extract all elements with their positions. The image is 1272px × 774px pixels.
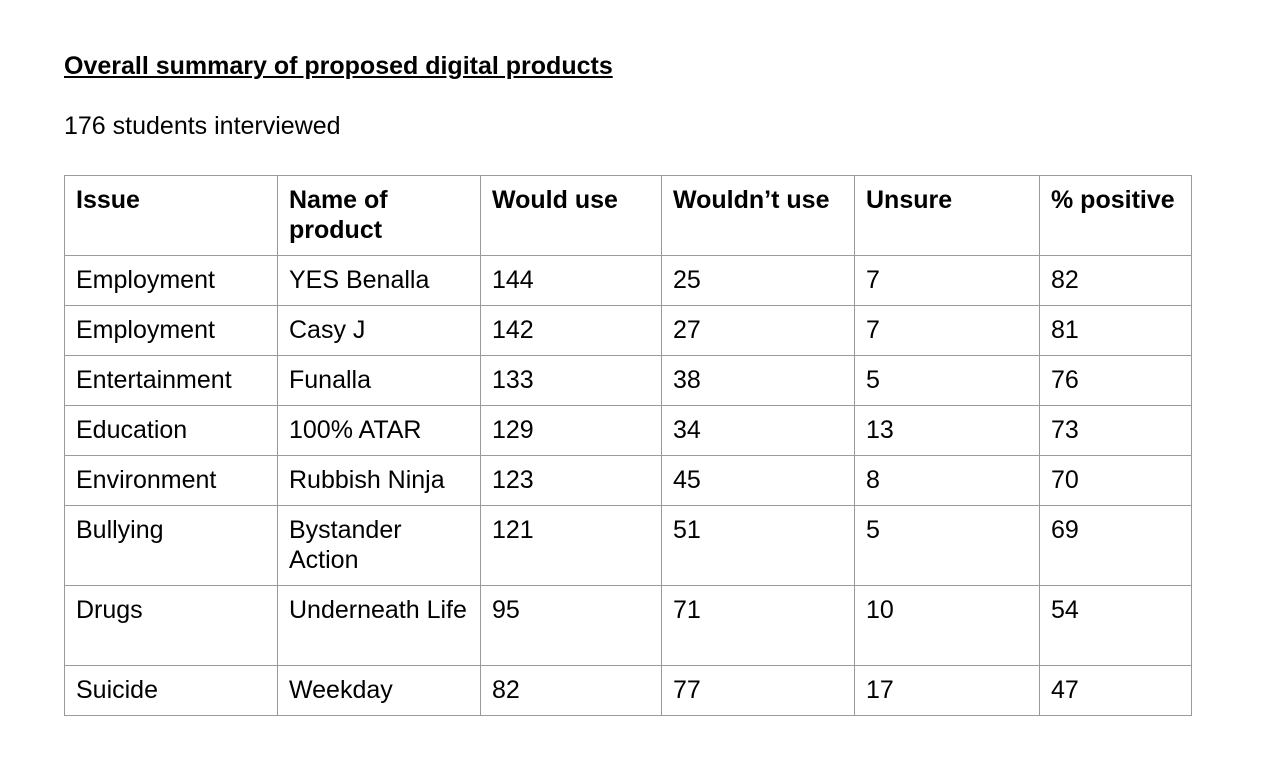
table-cell: Bystander Action <box>277 505 481 586</box>
table-cell: 69 <box>1039 505 1192 586</box>
column-header: Unsure <box>854 175 1040 256</box>
table-cell: 7 <box>854 305 1040 356</box>
table-row: Entertainment Funalla 133 38 5 76 <box>64 355 1192 406</box>
column-header: Name of product <box>277 175 481 256</box>
table-row: Education 100% ATAR 129 34 13 73 <box>64 405 1192 456</box>
table-cell: 47 <box>1039 665 1192 716</box>
table-cell: 27 <box>661 305 855 356</box>
table-cell: YES Benalla <box>277 255 481 306</box>
table-cell: Funalla <box>277 355 481 406</box>
table-cell: 54 <box>1039 585 1192 666</box>
table-cell: 13 <box>854 405 1040 456</box>
table-cell: Underneath Life <box>277 585 481 666</box>
table-cell: Rubbish Ninja <box>277 455 481 506</box>
table-cell: Environment <box>64 455 278 506</box>
header-row: Issue Name of product Would use Wouldn’t us… <box>64 175 1192 256</box>
table-cell: 5 <box>854 505 1040 586</box>
column-header: Wouldn’t use <box>661 175 855 256</box>
table-cell: 10 <box>854 585 1040 666</box>
table-row: Suicide Weekday 82 77 17 47 <box>64 665 1192 716</box>
table-cell: Bullying <box>64 505 278 586</box>
table-cell: 82 <box>480 665 662 716</box>
table-cell: 25 <box>661 255 855 306</box>
table-cell: Drugs <box>64 585 278 666</box>
table-cell: 8 <box>854 455 1040 506</box>
table-cell: Casy J <box>277 305 481 356</box>
table-cell: 17 <box>854 665 1040 716</box>
table-cell: Education <box>64 405 278 456</box>
table-cell: 38 <box>661 355 855 406</box>
table-body: Employment YES Benalla 144 25 7 82 Employment C… <box>64 255 1192 716</box>
table-cell: 144 <box>480 255 662 306</box>
table-cell: 7 <box>854 255 1040 306</box>
table-cell: 77 <box>661 665 855 716</box>
table-cell: 71 <box>661 585 855 666</box>
table-cell: 45 <box>661 455 855 506</box>
table-cell: Suicide <box>64 665 278 716</box>
table-cell: 70 <box>1039 455 1192 506</box>
column-header: Issue <box>64 175 278 256</box>
table-cell: 95 <box>480 585 662 666</box>
table-cell: 121 <box>480 505 662 586</box>
table-cell: 142 <box>480 305 662 356</box>
subtitle: 176 students interviewed <box>64 112 341 140</box>
table-cell: 5 <box>854 355 1040 406</box>
table-row: Employment Casy J 142 27 7 81 <box>64 305 1192 356</box>
table-cell: 51 <box>661 505 855 586</box>
column-header: Would use <box>480 175 662 256</box>
table-cell: Entertainment <box>64 355 278 406</box>
table-cell: Weekday <box>277 665 481 716</box>
table-cell: 133 <box>480 355 662 406</box>
table-cell: 81 <box>1039 305 1192 356</box>
table-row: Drugs Underneath Life 95 71 10 54 <box>64 585 1192 666</box>
table-cell: 76 <box>1039 355 1192 406</box>
table-cell: 34 <box>661 405 855 456</box>
table-row: Employment YES Benalla 144 25 7 82 <box>64 255 1192 306</box>
table-cell: 73 <box>1039 405 1192 456</box>
table-row: Bullying Bystander Action 121 51 5 69 <box>64 505 1192 586</box>
table-cell: 82 <box>1039 255 1192 306</box>
column-header: % positive <box>1039 175 1192 256</box>
summary-table: Issue Name of product Would use Wouldn’t us… <box>64 175 1192 716</box>
table-cell: 129 <box>480 405 662 456</box>
table-cell: Employment <box>64 305 278 356</box>
table-cell: 100% ATAR <box>277 405 481 456</box>
table-cell: 123 <box>480 455 662 506</box>
title: Overall summary of proposed digital prod… <box>64 52 613 80</box>
table-cell: Employment <box>64 255 278 306</box>
table-row: Environment Rubbish Ninja 123 45 8 70 <box>64 455 1192 506</box>
